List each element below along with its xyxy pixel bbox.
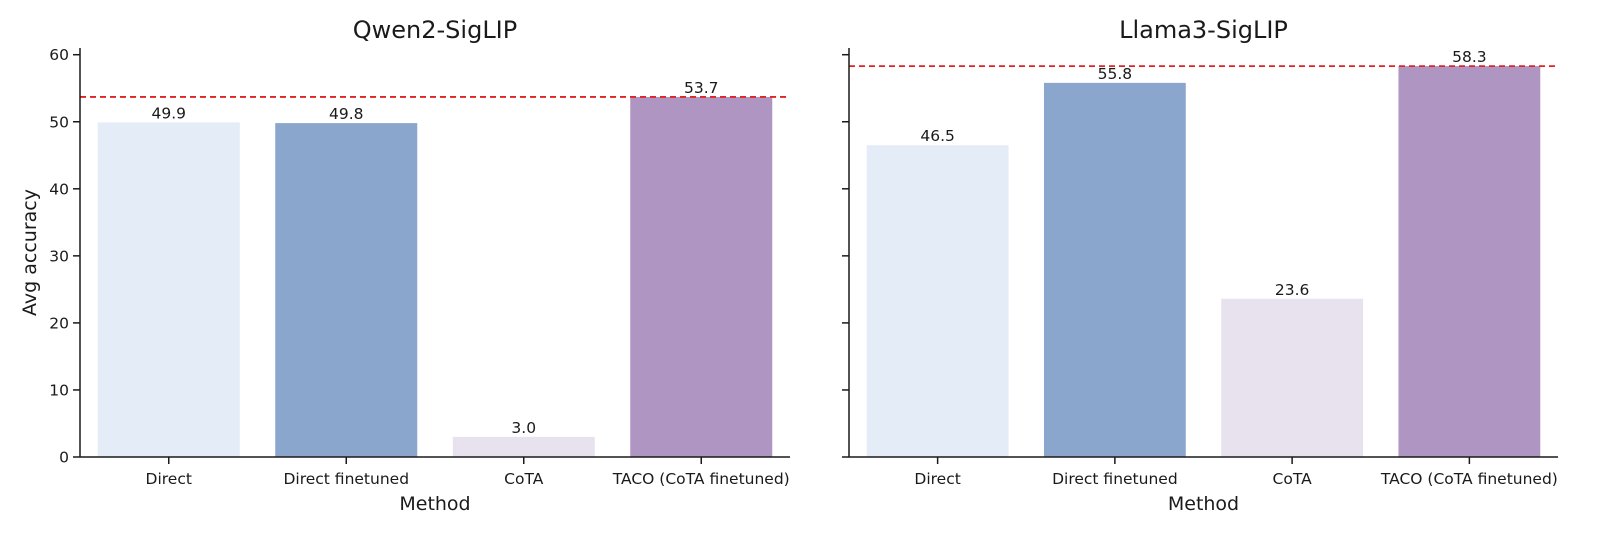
y-tick-label: 50 xyxy=(49,113,69,131)
data-label-direct: 49.9 xyxy=(151,104,186,122)
x-tick-label-taco-cota-finetuned: TACO (CoTA finetuned) xyxy=(1380,470,1558,488)
y-tick-label: 10 xyxy=(49,381,69,399)
y-tick-label: 60 xyxy=(49,46,69,64)
x-tick-label-direct-finetuned: Direct finetuned xyxy=(1052,470,1178,488)
chart-panel-qwen2-siglip: Qwen2-SigLIP 49.9 49.8 3.0 53.7 0 10 20 30 40 50 60… xyxy=(19,16,790,515)
y-tick-label: 20 xyxy=(49,314,69,332)
bar-taco-cota-finetuned xyxy=(1398,66,1541,458)
bar-taco-cota-finetuned xyxy=(630,96,773,458)
y-axis-label: Avg accuracy xyxy=(19,189,41,316)
data-label-direct-finetuned: 49.8 xyxy=(329,105,364,123)
x-tick-label-cota: CoTA xyxy=(1273,470,1313,488)
bar-direct xyxy=(866,145,1009,457)
data-label-direct: 46.5 xyxy=(920,127,955,145)
y-tick-label: 40 xyxy=(49,180,69,198)
x-tick-label-direct: Direct xyxy=(146,470,192,488)
chart-panel-llama3-siglip: Llama3-SigLIP 46.5 55.8 23.6 58.3 Direct Direc… xyxy=(842,16,1558,515)
x-tick-label-cota: CoTA xyxy=(504,470,544,488)
bar-cota xyxy=(1221,298,1364,457)
x-tick-label-direct: Direct xyxy=(914,470,960,488)
y-tick-label: 0 xyxy=(59,449,69,467)
x-tick-label-direct-finetuned: Direct finetuned xyxy=(283,470,409,488)
bar-direct xyxy=(97,122,240,457)
x-axis-label: Method xyxy=(399,493,470,515)
x-tick-label-taco-cota-finetuned: TACO (CoTA finetuned) xyxy=(612,470,790,488)
chart-title: Llama3-SigLIP xyxy=(1119,16,1288,44)
bar-cota xyxy=(452,436,595,457)
chart-title: Qwen2-SigLIP xyxy=(353,16,517,44)
data-label-direct-finetuned: 55.8 xyxy=(1098,65,1133,83)
y-tick-label: 30 xyxy=(49,247,69,265)
data-label-cota: 3.0 xyxy=(511,419,536,437)
x-axis-label: Method xyxy=(1168,493,1239,515)
data-label-taco-cota-finetuned: 53.7 xyxy=(684,79,719,97)
data-label-taco-cota-finetuned: 58.3 xyxy=(1452,48,1487,66)
bar-direct-finetuned xyxy=(275,123,418,457)
data-label-cota: 23.6 xyxy=(1275,281,1310,299)
bar-direct-finetuned xyxy=(1043,82,1186,457)
